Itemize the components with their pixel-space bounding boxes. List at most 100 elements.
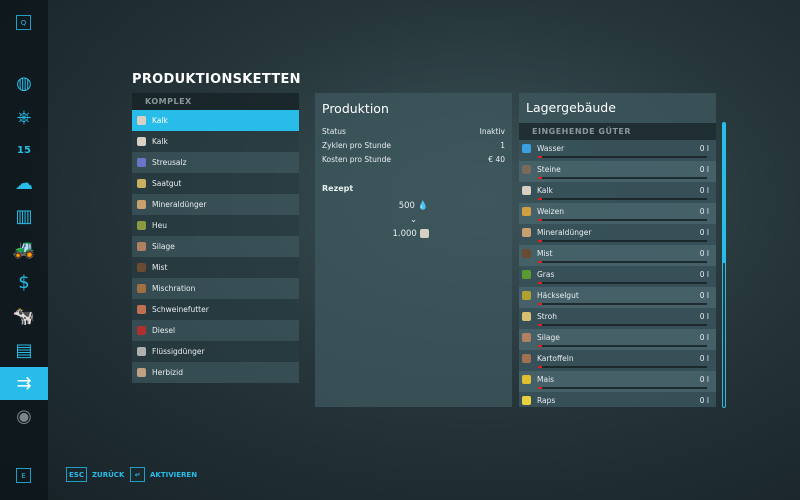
- fill-level-bar: [538, 282, 707, 284]
- back-label: ZURÜCK: [91, 470, 125, 479]
- list-item[interactable]: Herbizid: [132, 362, 299, 383]
- key-hint-q[interactable]: Q: [16, 15, 31, 30]
- map-icon[interactable]: ◍: [16, 73, 32, 94]
- status-value: Inaktiv: [479, 126, 505, 136]
- recipe-input: 500 💧: [315, 201, 512, 215]
- list-item[interactable]: Mist: [132, 257, 299, 278]
- finances-icon[interactable]: $: [18, 272, 30, 293]
- storage-row: Häckselgut 0 l: [519, 287, 716, 308]
- product-icon: [137, 326, 146, 335]
- storage-row: Kalk 0 l: [519, 182, 716, 203]
- list-item[interactable]: Saatgut: [132, 173, 299, 194]
- fill-level-marker: [538, 261, 542, 263]
- costs-value: € 40: [488, 154, 505, 164]
- list-item[interactable]: Mineraldünger: [132, 194, 299, 215]
- storage-section-header: EINGEHENDE GÜTER: [519, 123, 716, 140]
- list-item[interactable]: Silage: [132, 236, 299, 257]
- fill-type-icon: [522, 228, 531, 237]
- fill-level-marker: [538, 240, 542, 242]
- contracts-icon[interactable]: ▤: [15, 340, 33, 361]
- storage-scrollbar[interactable]: [722, 122, 726, 408]
- storage-item-value: 0 l: [699, 354, 709, 363]
- storage-row: Raps 0 l: [519, 392, 716, 407]
- list-item-label: Heu: [152, 221, 168, 230]
- list-item-label: Silage: [152, 242, 175, 251]
- list-item-label: Kalk: [152, 137, 168, 146]
- storage-row: Kartoffeln 0 l: [519, 350, 716, 371]
- list-item-label: Mischration: [152, 284, 196, 293]
- production-icon[interactable]: ⇉: [0, 367, 48, 400]
- fill-level-bar: [538, 345, 707, 347]
- input-amount: 500: [398, 201, 415, 211]
- product-icon: [137, 347, 146, 356]
- storage-item-label: Häckselgut: [537, 291, 579, 300]
- list-item-label: Mineraldünger: [152, 200, 207, 209]
- storage-item-value: 0 l: [699, 291, 709, 300]
- product-icon: [137, 137, 146, 146]
- product-icon: [137, 179, 146, 188]
- storage-item-label: Gras: [537, 270, 555, 279]
- recipe-output: 1.000: [315, 229, 512, 243]
- tutorial-icon[interactable]: ◉: [16, 406, 32, 427]
- list-item[interactable]: Mischration: [132, 278, 299, 299]
- list-item[interactable]: Diesel: [132, 320, 299, 341]
- list-item-label: Saatgut: [152, 179, 182, 188]
- calendar-icon[interactable]: 15: [17, 145, 31, 156]
- storage-item-label: Kartoffeln: [537, 354, 574, 363]
- fill-level-bar: [538, 324, 707, 326]
- list-item[interactable]: Kalk: [132, 131, 299, 152]
- storage-item-value: 0 l: [699, 312, 709, 321]
- fill-level-bar: [538, 198, 707, 200]
- list-item-label: Streusalz: [152, 158, 187, 167]
- back-button[interactable]: ESC ZURÜCK: [66, 467, 124, 482]
- storage-row: Mineraldünger 0 l: [519, 224, 716, 245]
- storage-row: Steine 0 l: [519, 161, 716, 182]
- animals-icon[interactable]: 🐄: [12, 306, 36, 327]
- list-item[interactable]: Heu: [132, 215, 299, 236]
- output-amount: 1.000: [392, 229, 417, 239]
- fill-level-marker: [538, 366, 542, 368]
- list-item[interactable]: Kalk: [132, 110, 299, 131]
- storage-item-value: 0 l: [699, 165, 709, 174]
- page-title: PRODUKTIONSKETTEN: [132, 72, 301, 87]
- fill-level-bar: [538, 261, 707, 263]
- product-icon: [137, 284, 146, 293]
- storage-item-value: 0 l: [699, 144, 709, 153]
- product-icon: [137, 368, 146, 377]
- fill-level-marker: [538, 219, 542, 221]
- list-item[interactable]: Streusalz: [132, 152, 299, 173]
- key-hint-e[interactable]: E: [16, 468, 31, 483]
- storage-row: Weizen 0 l: [519, 203, 716, 224]
- storage-item-label: Silage: [537, 333, 560, 342]
- list-item-label: Schweinefutter: [152, 305, 209, 314]
- fill-level-marker: [538, 198, 542, 200]
- fill-level-bar: [538, 366, 707, 368]
- cycles-value: 1: [500, 140, 505, 150]
- list-item-label: Herbizid: [152, 368, 183, 377]
- product-icon: [137, 158, 146, 167]
- fill-type-icon: [522, 291, 531, 300]
- tractor-icon[interactable]: 🚜: [12, 239, 36, 260]
- storage-row: Stroh 0 l: [519, 308, 716, 329]
- storage-item-value: 0 l: [699, 270, 709, 279]
- statistics-icon[interactable]: ▥: [15, 206, 33, 227]
- production-list: KOMPLEX Kalk Kalk Streusalz Saatgut Minerald…: [132, 93, 299, 383]
- activate-button[interactable]: ↵ AKTIVIEREN: [130, 467, 197, 482]
- fill-level-bar: [538, 219, 707, 221]
- production-title: Produktion: [322, 101, 389, 116]
- weather-icon[interactable]: ☁: [15, 173, 33, 194]
- lime-icon: [419, 229, 429, 238]
- storage-item-value: 0 l: [699, 186, 709, 195]
- fill-level-bar: [538, 156, 707, 158]
- steering-wheel-icon[interactable]: ⎈: [16, 107, 32, 128]
- water-icon: 💧: [417, 201, 429, 211]
- fill-type-icon: [522, 312, 531, 321]
- storage-item-value: 0 l: [699, 396, 709, 405]
- list-item[interactable]: Schweinefutter: [132, 299, 299, 320]
- product-icon: [137, 200, 146, 209]
- fill-level-bar: [538, 240, 707, 242]
- list-item[interactable]: Flüssigdünger: [132, 341, 299, 362]
- storage-row: Wasser 0 l: [519, 140, 716, 161]
- scrollbar-thumb[interactable]: [723, 123, 725, 263]
